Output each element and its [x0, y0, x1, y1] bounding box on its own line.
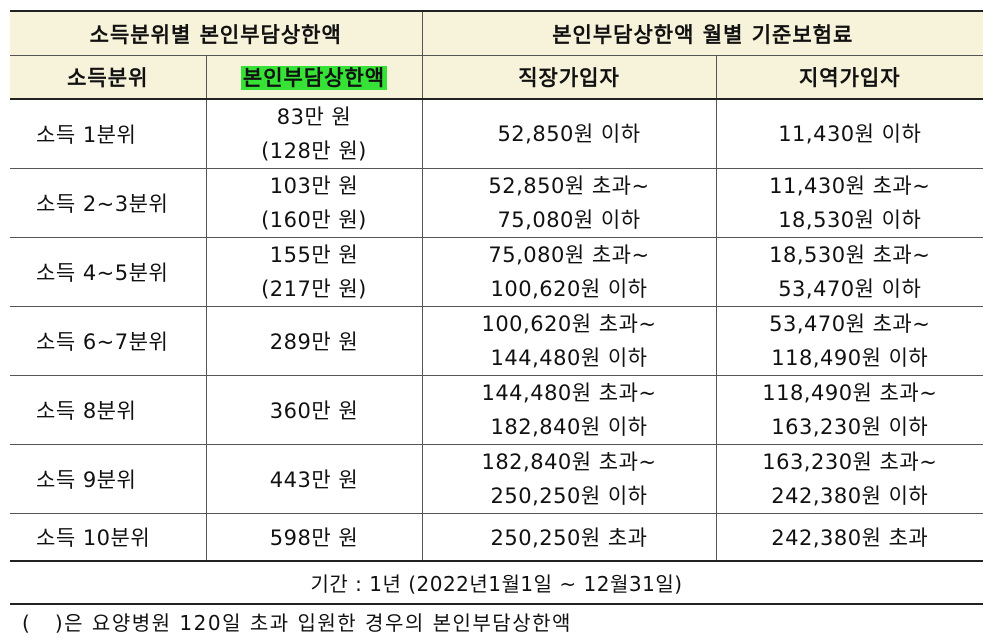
header-workplace: 직장가입자 [421, 55, 717, 100]
workplace-cell: 250,250원 초과 [421, 513, 717, 562]
cap-value: 155만 원 [269, 243, 359, 267]
table-row: 소득 4~5분위 155만 원 (217만 원) 75,080원 초과~ 100… [10, 237, 984, 307]
workplace-cell: 100,620원 초과~ 144,480원 이하 [421, 306, 717, 376]
header-group-right: 본인부담상한액 월별 기준보험료 [421, 10, 984, 56]
regional-range-lower: 11,430원 초과~ [769, 174, 931, 198]
quintile-cell: 소득 8분위 [10, 375, 207, 445]
table-row: 소득 10분위 598만 원 250,250원 초과 242,380원 초과 [10, 513, 984, 562]
workplace-range-lower: 144,480원 초과~ [481, 381, 657, 405]
regional-range-upper: 242,380원 이하 [771, 484, 929, 508]
workplace-range: 52,850원 이하 [497, 122, 641, 146]
regional-range-lower: 53,470원 초과~ [769, 312, 931, 336]
cap-cell: 155만 원 (217만 원) [205, 237, 423, 307]
workplace-range-upper: 144,480원 이하 [490, 346, 648, 370]
cap-cell: 289만 원 [205, 306, 423, 376]
workplace-range-upper: 75,080원 이하 [497, 208, 641, 232]
cap-table: 소득분위별 본인부담상한액 본인부담상한액 월별 기준보험료 소득분위 본인부담… [10, 10, 984, 562]
regional-range-lower: 118,490원 초과~ [762, 381, 938, 405]
regional-range-lower: 163,230원 초과~ [762, 450, 938, 474]
regional-range-lower: 18,530원 초과~ [769, 243, 931, 267]
workplace-range-upper: 250,250원 이하 [490, 484, 648, 508]
cap-hospital-value: (128만 원) [261, 139, 367, 163]
cap-value: 103만 원 [269, 174, 359, 198]
workplace-cell: 52,850원 이하 [421, 99, 717, 169]
quintile-cell: 소득 4~5분위 [10, 237, 207, 307]
workplace-cell: 75,080원 초과~ 100,620원 이하 [421, 237, 717, 307]
regional-range-upper: 18,530원 이하 [778, 208, 922, 232]
quintile-cell: 소득 10분위 [10, 513, 207, 562]
regional-cell: 53,470원 초과~ 118,490원 이하 [715, 306, 984, 376]
header-cap: 본인부담상한액 [205, 55, 423, 100]
table-row: 소득 8분위 360만 원 144,480원 초과~ 182,840원 이하 1… [10, 375, 984, 445]
table-row: 소득 6~7분위 289만 원 100,620원 초과~ 144,480원 이하… [10, 306, 984, 376]
regional-range: 11,430원 이하 [778, 122, 922, 146]
header-regional: 지역가입자 [715, 55, 984, 100]
workplace-range-lower: 182,840원 초과~ [481, 450, 657, 474]
workplace-range-upper: 182,840원 이하 [490, 415, 648, 439]
regional-cell: 18,530원 초과~ 53,470원 이하 [715, 237, 984, 307]
regional-range-upper: 118,490원 이하 [771, 346, 929, 370]
regional-range-upper: 163,230원 이하 [771, 415, 929, 439]
header-row-group: 소득분위별 본인부담상한액 본인부담상한액 월별 기준보험료 [10, 10, 984, 56]
workplace-cell: 144,480원 초과~ 182,840원 이하 [421, 375, 717, 445]
quintile-cell: 소득 9분위 [10, 444, 207, 514]
quintile-cell: 소득 2~3분위 [10, 168, 207, 238]
workplace-range-lower: 75,080원 초과~ [488, 243, 650, 267]
table-row: 소득 2~3분위 103만 원 (160만 원) 52,850원 초과~ 75,… [10, 168, 984, 238]
cap-cell: 360만 원 [205, 375, 423, 445]
highlighted-header-cap: 본인부담상한액 [240, 66, 388, 90]
cap-value: 83만 원 [276, 105, 352, 129]
table-row: 소득 9분위 443만 원 182,840원 초과~ 250,250원 이하 1… [10, 444, 984, 514]
regional-cell: 11,430원 이하 [715, 99, 984, 169]
cap-cell: 103만 원 (160만 원) [205, 168, 423, 238]
quintile-cell: 소득 6~7분위 [10, 306, 207, 376]
header-group-left: 소득분위별 본인부담상한액 [10, 10, 423, 56]
regional-cell: 118,490원 초과~ 163,230원 이하 [715, 375, 984, 445]
table-row: 소득 1분위 83만 원 (128만 원) 52,850원 이하 11,430원… [10, 99, 984, 169]
regional-cell: 11,430원 초과~ 18,530원 이하 [715, 168, 984, 238]
period-text: 기간 : 1년 (2022년1월1일 ~ 12월31일) [10, 565, 983, 605]
regional-cell: 242,380원 초과 [715, 513, 984, 562]
regional-cell: 163,230원 초과~ 242,380원 이하 [715, 444, 984, 514]
cap-cell: 83만 원 (128만 원) [205, 99, 423, 169]
regional-range-upper: 53,470원 이하 [778, 277, 922, 301]
header-row-columns: 소득분위 본인부담상한액 직장가입자 지역가입자 [10, 55, 984, 100]
footnote: ( )은 요양병원 120일 초과 입원한 경우의 본인부담상한액 [22, 611, 572, 635]
cap-cell: 443만 원 [205, 444, 423, 514]
cap-hospital-value: (217만 원) [261, 277, 367, 301]
workplace-cell: 52,850원 초과~ 75,080원 이하 [421, 168, 717, 238]
workplace-cell: 182,840원 초과~ 250,250원 이하 [421, 444, 717, 514]
quintile-cell: 소득 1분위 [10, 99, 207, 169]
header-quintile: 소득분위 [10, 55, 207, 100]
workplace-range-lower: 100,620원 초과~ [481, 312, 657, 336]
workplace-range-lower: 52,850원 초과~ [488, 174, 650, 198]
cap-cell: 598만 원 [205, 513, 423, 562]
workplace-range-upper: 100,620원 이하 [490, 277, 648, 301]
cap-hospital-value: (160만 원) [261, 208, 367, 232]
